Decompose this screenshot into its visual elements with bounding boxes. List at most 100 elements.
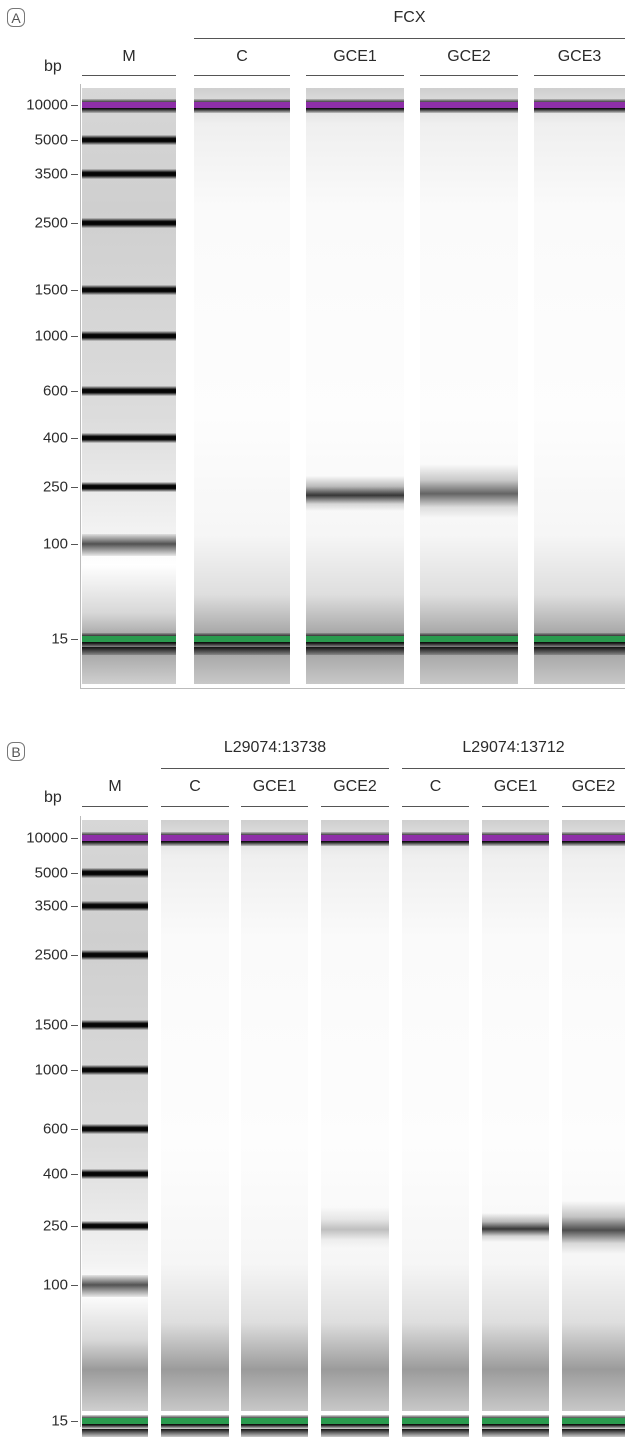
size-tick-mark — [71, 391, 78, 392]
lower-marker-tail — [194, 647, 290, 655]
ladder-band — [82, 433, 176, 443]
size-tick-mark — [71, 438, 78, 439]
lane-underline — [194, 75, 290, 76]
lane-underline — [306, 75, 404, 76]
size-axis — [80, 84, 81, 688]
sample-lane — [482, 820, 549, 1437]
ladder-band — [82, 950, 148, 960]
unit-label: bp — [44, 789, 62, 806]
size-tick-mark — [71, 336, 78, 337]
size-tick-mark — [71, 906, 78, 907]
ladder-lane — [82, 820, 148, 1437]
sample-lane — [562, 820, 625, 1437]
sample-lane — [306, 88, 404, 684]
ladder-band — [82, 218, 176, 228]
size-axis — [80, 816, 81, 1427]
size-tick-mark — [71, 223, 78, 224]
size-tick-label: 10000 — [26, 96, 68, 114]
panel-a: A FCX bp 10000 5000 3500 2500 1500 1000 600 400 250… — [0, 0, 625, 700]
size-tick-mark — [71, 487, 78, 488]
sample-lane — [321, 820, 389, 1437]
size-tick-label: 15 — [51, 1412, 68, 1430]
lane-label: GCE2 — [333, 778, 377, 795]
lane-underline — [534, 75, 625, 76]
ladder-band — [82, 1065, 148, 1075]
sample-lane — [241, 820, 308, 1437]
ladder-band — [82, 135, 176, 145]
sample-lane — [402, 820, 469, 1437]
ladder-band — [82, 331, 176, 341]
group-underline — [402, 768, 625, 769]
lane-label: GCE1 — [333, 48, 377, 65]
lane-label: M — [108, 778, 122, 795]
size-tick-label: 400 — [42, 1165, 68, 1183]
lane-label: GCE1 — [493, 778, 538, 795]
lower-marker-tail — [562, 1429, 625, 1437]
lane-underline — [420, 75, 518, 76]
ladder-lane — [82, 88, 176, 684]
upper-marker-band — [420, 102, 518, 108]
lower-marker-band — [241, 1418, 308, 1424]
size-tick-label: 600 — [42, 382, 68, 400]
sample-band — [482, 1212, 549, 1243]
size-tick-label: 1000 — [34, 327, 68, 345]
lane-label: GCE2 — [571, 778, 616, 795]
lower-marker-band — [82, 636, 176, 642]
size-tick-label: 2500 — [34, 214, 68, 232]
lower-marker-band — [194, 636, 290, 642]
size-tick-label: 1500 — [34, 1016, 68, 1034]
sample-band — [420, 464, 518, 518]
size-tick-label: 250 — [42, 478, 68, 496]
lane-label: GCE2 — [447, 48, 491, 65]
size-tick-mark — [71, 639, 78, 640]
size-tick-mark — [71, 1226, 78, 1227]
lower-marker-band — [306, 636, 404, 642]
size-tick-label: 1000 — [34, 1061, 68, 1079]
size-tick-label: 100 — [42, 535, 68, 553]
size-tick-mark — [71, 1129, 78, 1130]
lower-marker-tail — [321, 1429, 389, 1437]
lane-label: C — [189, 778, 201, 795]
panel-letter: A — [7, 8, 25, 27]
lower-marker-band — [562, 1418, 625, 1424]
size-tick-label: 2500 — [34, 946, 68, 964]
ladder-band — [82, 1169, 148, 1179]
upper-marker-band — [82, 102, 176, 108]
ladder-band — [82, 1124, 148, 1134]
ladder-band — [82, 386, 176, 396]
size-tick-mark — [71, 1025, 78, 1026]
size-tick-label: 15 — [51, 630, 68, 648]
group-label: L29074:13712 — [462, 739, 565, 756]
lower-marker-tail — [534, 647, 625, 655]
lane-underline — [321, 806, 389, 807]
upper-marker-band — [241, 835, 308, 841]
size-tick-mark — [71, 1421, 78, 1422]
lane-underline — [82, 806, 148, 807]
size-tick-mark — [71, 1285, 78, 1286]
ladder-band — [82, 1275, 148, 1297]
size-tick-mark — [71, 955, 78, 956]
lane-underline — [161, 806, 229, 807]
sample-band — [306, 475, 404, 512]
lower-marker-tail — [82, 1429, 148, 1437]
ladder-band — [82, 482, 176, 492]
ladder-band — [82, 169, 176, 179]
lane-label: C — [429, 778, 442, 795]
panel-letter: B — [7, 742, 25, 761]
upper-marker-band — [82, 835, 148, 841]
upper-marker-band — [306, 102, 404, 108]
lane-underline — [482, 806, 549, 807]
lane-label: GCE3 — [557, 48, 602, 65]
size-tick-mark — [71, 105, 78, 106]
sample-lane — [534, 88, 625, 684]
sample-band — [321, 1206, 389, 1248]
lower-marker-tail — [306, 647, 404, 655]
lower-marker-band — [161, 1418, 229, 1424]
size-tick-label: 1500 — [34, 281, 68, 299]
size-tick-mark — [71, 838, 78, 839]
size-tick-label: 600 — [42, 1120, 68, 1138]
lane-underline — [241, 806, 308, 807]
lower-marker-band — [321, 1418, 389, 1424]
ladder-band — [82, 1221, 148, 1231]
lane-label: GCE1 — [252, 778, 297, 795]
